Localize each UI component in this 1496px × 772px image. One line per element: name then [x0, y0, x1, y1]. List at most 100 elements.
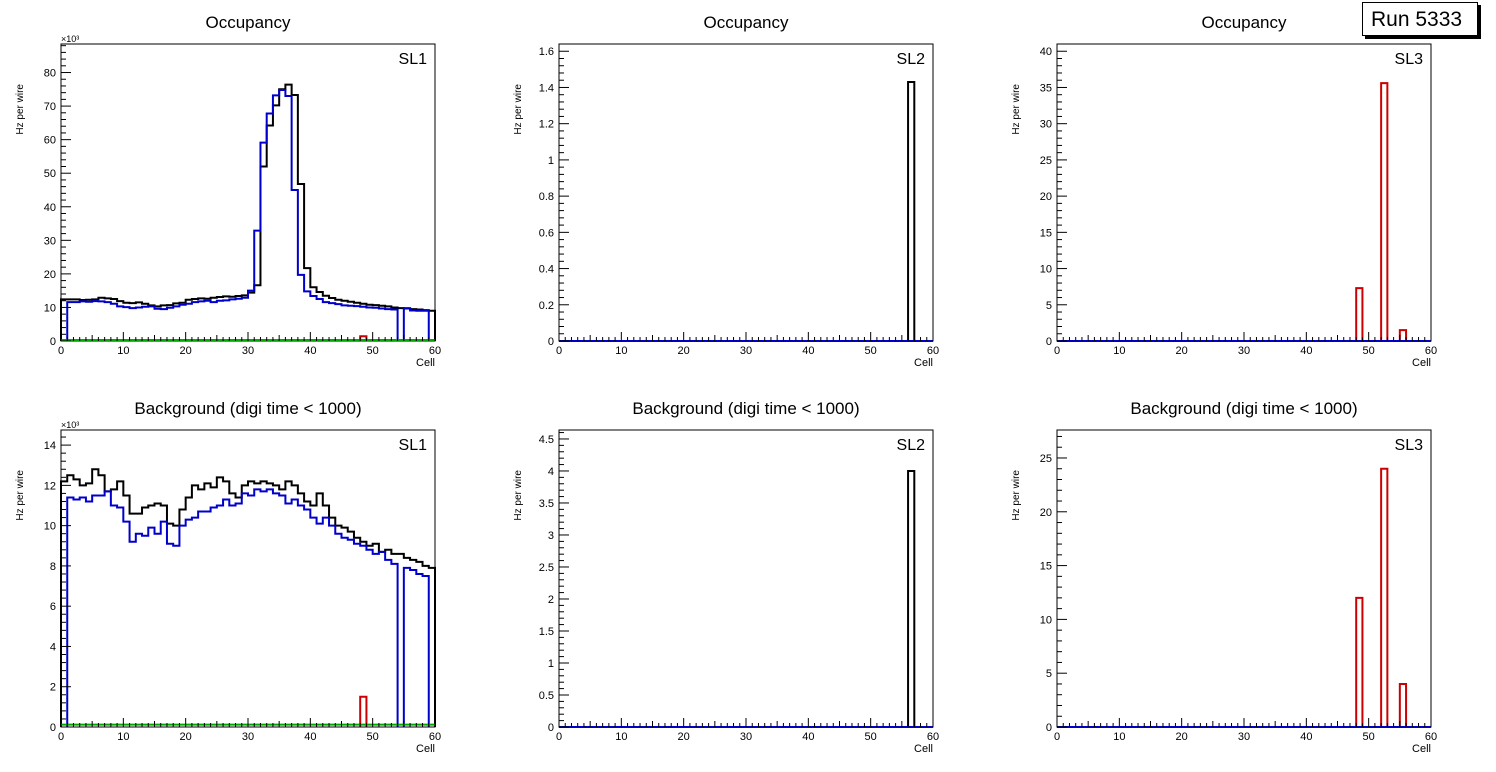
x-tick-label: 10: [1113, 345, 1125, 357]
x-tick-label: 50: [1363, 345, 1375, 357]
y-tick-label: 40: [44, 202, 56, 214]
x-axis-label: Cell: [914, 743, 933, 755]
y-tick-label: 14: [44, 440, 56, 452]
y-tick-label: 5: [1046, 668, 1052, 680]
x-tick-label: 30: [1238, 345, 1250, 357]
bar-red-cell-52: [1380, 467, 1389, 727]
y-tick-label: 1: [548, 155, 554, 167]
x-tick-label: 50: [367, 345, 379, 357]
x-tick-label: 40: [1300, 731, 1312, 743]
y-tick-label: 30: [44, 235, 56, 247]
superlayer-label: SL1: [399, 437, 428, 454]
x-tick-label: 10: [615, 731, 627, 743]
x-tick-label: 10: [117, 731, 129, 743]
x-tick-label: 30: [740, 731, 752, 743]
y-tick-label: 10: [44, 302, 56, 314]
x-tick-label: 0: [1054, 345, 1060, 357]
bar-red-cell-48: [1355, 287, 1364, 341]
series-all-step: [60, 468, 436, 727]
series-blue-step: [66, 488, 399, 727]
x-axis-label: Cell: [914, 357, 933, 369]
x-tick-label: 60: [927, 345, 939, 357]
y-tick-label: 5: [1046, 300, 1052, 312]
y-tick-label: 0: [50, 336, 56, 348]
series-blue-step: [66, 88, 399, 341]
y-tick-label: 4: [548, 466, 554, 478]
plot-frame: [1056, 43, 1432, 342]
y-tick-label: 2.5: [539, 562, 554, 574]
y-axis: 0 0.5 1 1.5 2 2.5 3 3.5 4 4.5 Hz per wire: [513, 432, 569, 734]
y-axis-label: Hz per wire: [1011, 470, 1022, 521]
bar-red-cell-55: [1398, 682, 1408, 727]
histogram-panel-background-sl1: Background (digi time < 1000)0 10 20 30 40 50…: [15, 399, 441, 755]
y-tick-label: 8: [50, 561, 56, 573]
plot-frame: [558, 43, 934, 342]
x-tick-label: 20: [678, 731, 690, 743]
superlayer-label: SL3: [1395, 437, 1424, 454]
x-tick-label: 60: [429, 345, 441, 357]
y-axis-label: Hz per wire: [513, 470, 524, 521]
x-tick-label: 0: [556, 345, 562, 357]
y-tick-label: 4.5: [539, 434, 554, 446]
x-tick-label: 40: [802, 731, 814, 743]
series-all-step: [60, 83, 436, 341]
run-number-label: Run 5333: [1362, 2, 1478, 36]
y-tick-label: 10: [1040, 614, 1052, 626]
x-tick-label: 0: [1054, 731, 1060, 743]
bar-red-cell-55: [1398, 329, 1408, 341]
superlayer-label: SL1: [399, 51, 428, 68]
y-tick-label: 6: [50, 601, 56, 613]
series-blue-step: [402, 307, 430, 341]
x-tick-label: 30: [242, 731, 254, 743]
y-tick-label: 10: [44, 521, 56, 533]
y-axis: 0 2 4 6 8 10 12 14 Hz per wire ×10³: [15, 420, 79, 734]
bar-red-cell-48: [1355, 596, 1364, 727]
panel-title: Occupancy: [205, 13, 291, 32]
x-tick-label: 10: [615, 345, 627, 357]
y-axis-exponent: ×10³: [61, 34, 79, 44]
x-tick-label: 20: [678, 345, 690, 357]
y-tick-label: 60: [44, 135, 56, 147]
bar-all-cell-56: [907, 469, 916, 727]
plot-frame: [558, 429, 934, 728]
x-tick-label: 50: [865, 345, 877, 357]
x-tick-label: 30: [740, 345, 752, 357]
y-tick-label: 0: [1046, 336, 1052, 348]
x-tick-label: 20: [180, 345, 192, 357]
y-tick-label: 15: [1040, 561, 1052, 573]
y-axis: 0 0.2 0.4 0.6 0.8 1 1.2 1.4 1.6 Hz per wire: [513, 43, 569, 348]
y-tick-label: 2: [548, 594, 554, 606]
y-tick-label: 0.4: [539, 264, 554, 276]
y-axis-label: Hz per wire: [1011, 84, 1022, 135]
y-tick-label: 10: [1040, 264, 1052, 276]
x-axis-label: Cell: [416, 357, 435, 369]
x-tick-label: 50: [865, 731, 877, 743]
x-tick-label: 50: [367, 731, 379, 743]
y-tick-label: 25: [1040, 453, 1052, 465]
x-tick-label: 60: [1425, 731, 1437, 743]
y-tick-label: 20: [44, 269, 56, 281]
y-tick-label: 0.5: [539, 690, 554, 702]
y-axis: 0 10 20 30 40 50 60 70 80 Hz per wire ×10³: [15, 34, 79, 348]
y-tick-label: 0.2: [539, 300, 554, 312]
y-axis-label: Hz per wire: [15, 84, 26, 135]
x-tick-label: 40: [802, 345, 814, 357]
panel-title: Occupancy: [703, 13, 789, 32]
x-tick-label: 10: [1113, 731, 1125, 743]
x-tick-label: 0: [58, 731, 64, 743]
y-tick-label: 0: [548, 336, 554, 348]
y-tick-label: 0: [548, 722, 554, 734]
y-tick-label: 30: [1040, 119, 1052, 131]
histogram-panel-background-sl3: Background (digi time < 1000)0 10 20 30 40 50…: [1011, 399, 1437, 755]
y-tick-label: 25: [1040, 155, 1052, 167]
x-tick-label: 60: [429, 731, 441, 743]
plot-frame: [60, 429, 436, 728]
panel-title: Background (digi time < 1000): [1130, 399, 1357, 418]
x-tick-label: 60: [1425, 345, 1437, 357]
